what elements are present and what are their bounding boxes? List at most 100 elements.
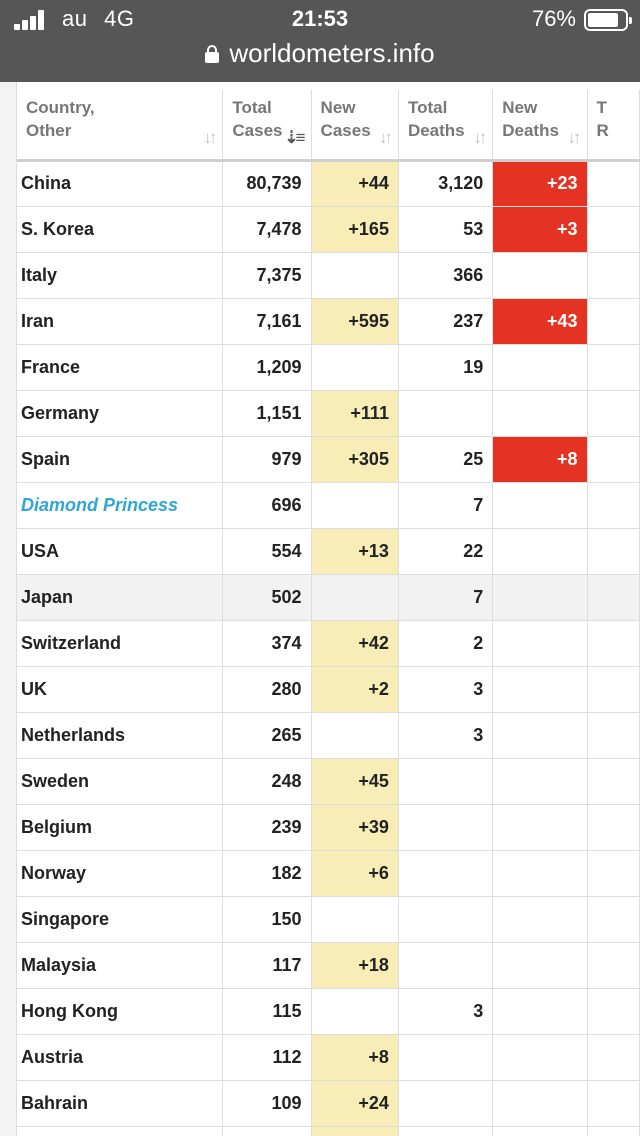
table-row[interactable]: China 80,739 +44 3,120 +23 [17,160,640,207]
cell-total-deaths [398,758,494,805]
cell-total-deaths: 7 [398,482,494,529]
cell-truncated [587,528,640,575]
cell-total-cases: 109 [222,1080,312,1127]
cell-country[interactable]: Diamond Princess [17,482,224,529]
column-header-new-deaths[interactable]: New Deaths ↓↑ [492,90,588,162]
lock-icon [205,44,220,63]
table-row[interactable]: Netherlands 265 3 [17,712,640,759]
cell-truncated [587,620,640,667]
cell-total-cases: 7,478 [222,206,312,253]
cell-total-cases: 239 [222,804,312,851]
column-header-country[interactable]: Country, Other ↓↑ [17,90,224,162]
column-header-line2: Deaths [407,121,465,140]
cell-new-deaths [492,850,588,897]
cell-new-deaths [492,942,588,989]
table-row[interactable]: USA 554 +13 22 [17,528,640,575]
cell-country: USA [17,528,224,575]
battery-percentage: 76% [531,6,576,31]
cell-total-deaths: 22 [398,528,494,575]
cell-country: Switzerland [17,620,224,667]
table-row[interactable]: Italy 7,375 366 [17,252,640,299]
cell-truncated [587,666,640,713]
cell-new-deaths [492,896,588,943]
table-row[interactable]: France 1,209 19 [17,344,640,391]
table-row[interactable]: Diamond Princess 696 7 [17,482,640,529]
cell-country: Italy [17,252,224,299]
cell-country: Germany [17,390,224,437]
cell-total-deaths: 7 [398,574,494,621]
cell-country: Japan [17,574,224,621]
cell-new-cases [311,574,399,621]
cell-total-deaths: 19 [398,344,494,391]
cell-new-cases: +24 [311,1080,399,1127]
sort-arrows-icon[interactable]: ⇣≡ [284,127,305,147]
cell-total-deaths: 3,120 [398,160,494,207]
cell-country: UK [17,666,224,713]
sort-arrows-icon[interactable]: ↓↑ [378,127,393,147]
table-row[interactable] [17,1126,640,1136]
cell-total-cases: 7,375 [222,252,312,299]
cell-country: France [17,344,224,391]
column-header-line2: Deaths [502,121,559,140]
table-row[interactable]: UK 280 +2 3 [17,666,640,713]
cell-truncated [587,1080,640,1127]
table-row[interactable]: Japan 502 7 [17,574,640,621]
column-header-line1: Country, [26,98,95,117]
table-row[interactable]: Germany 1,151 +111 [17,390,640,437]
column-header-line2: Cases [320,121,371,140]
cell-total-cases: 150 [222,896,312,943]
cell-new-cases: +42 [311,620,399,667]
cell-total-cases [222,1126,312,1136]
coronavirus-table: Country, Other ↓↑ Total Cases ⇣≡ New Cases ↓↑ Tot… [17,90,640,1136]
cell-new-deaths [492,252,588,299]
column-header-total-cases[interactable]: Total Cases ⇣≡ [222,90,312,162]
sort-arrows-icon[interactable]: ↓↑ [567,127,582,147]
cell-new-cases: +305 [311,436,399,483]
cell-new-deaths [492,574,588,621]
cell-new-cases [311,988,399,1035]
cell-new-deaths: +3 [492,206,588,253]
table-row[interactable]: Spain 979 +305 25 +8 [17,436,640,483]
cell-total-deaths [398,1080,494,1127]
table-row[interactable]: Switzerland 374 +42 2 [17,620,640,667]
table-row[interactable]: Bahrain 109 +24 [17,1080,640,1127]
address-bar[interactable]: worldometers.info [0,38,640,72]
cell-total-deaths [398,942,494,989]
column-header-total-deaths[interactable]: Total Deaths ↓↑ [398,90,494,162]
cell-total-deaths [398,804,494,851]
cell-truncated [587,1126,640,1136]
cell-total-cases: 696 [222,482,312,529]
table-row[interactable]: Iran 7,161 +595 237 +43 [17,298,640,345]
sort-arrows-icon[interactable]: ↓↑ [203,127,217,147]
cell-total-deaths: 53 [398,206,494,253]
sort-arrows-icon[interactable]: ↓↑ [473,127,487,147]
column-header-new-cases[interactable]: New Cases ↓↑ [311,90,399,162]
cell-country: Austria [17,1034,224,1081]
table-row[interactable]: S. Korea 7,478 +165 53 +3 [17,206,640,253]
table-body: China 80,739 +44 3,120 +23 S. Korea 7,478 +165 5… [17,160,640,1136]
cell-total-cases: 979 [222,436,312,483]
cell-truncated [587,436,640,483]
table-row[interactable]: Austria 112 +8 [17,1034,640,1081]
table-row[interactable]: Singapore 150 [17,896,640,943]
cell-new-cases: +45 [311,758,399,805]
table-row[interactable]: Sweden 248 +45 [17,758,640,805]
cell-country: Netherlands [17,712,224,759]
cell-new-deaths [492,482,588,529]
table-row[interactable]: Malaysia 117 +18 [17,942,640,989]
url-text: worldometers.info [229,38,435,68]
cell-country: Iran [17,298,224,345]
table-row[interactable]: Norway 182 +6 [17,850,640,897]
cell-new-deaths [492,666,588,713]
cell-new-deaths [492,344,588,391]
table-row[interactable]: Belgium 239 +39 [17,804,640,851]
cell-country: Norway [17,850,224,897]
battery-icon [584,9,632,31]
table-row[interactable]: Hong Kong 115 3 [17,988,640,1035]
carrier-name: au [62,6,88,31]
browser-top-bar: au 4G 21:53 76% worldometers.info [0,0,640,82]
column-header-line1: New [502,98,538,117]
cell-total-cases: 248 [222,758,312,805]
cell-new-cases [311,252,399,299]
